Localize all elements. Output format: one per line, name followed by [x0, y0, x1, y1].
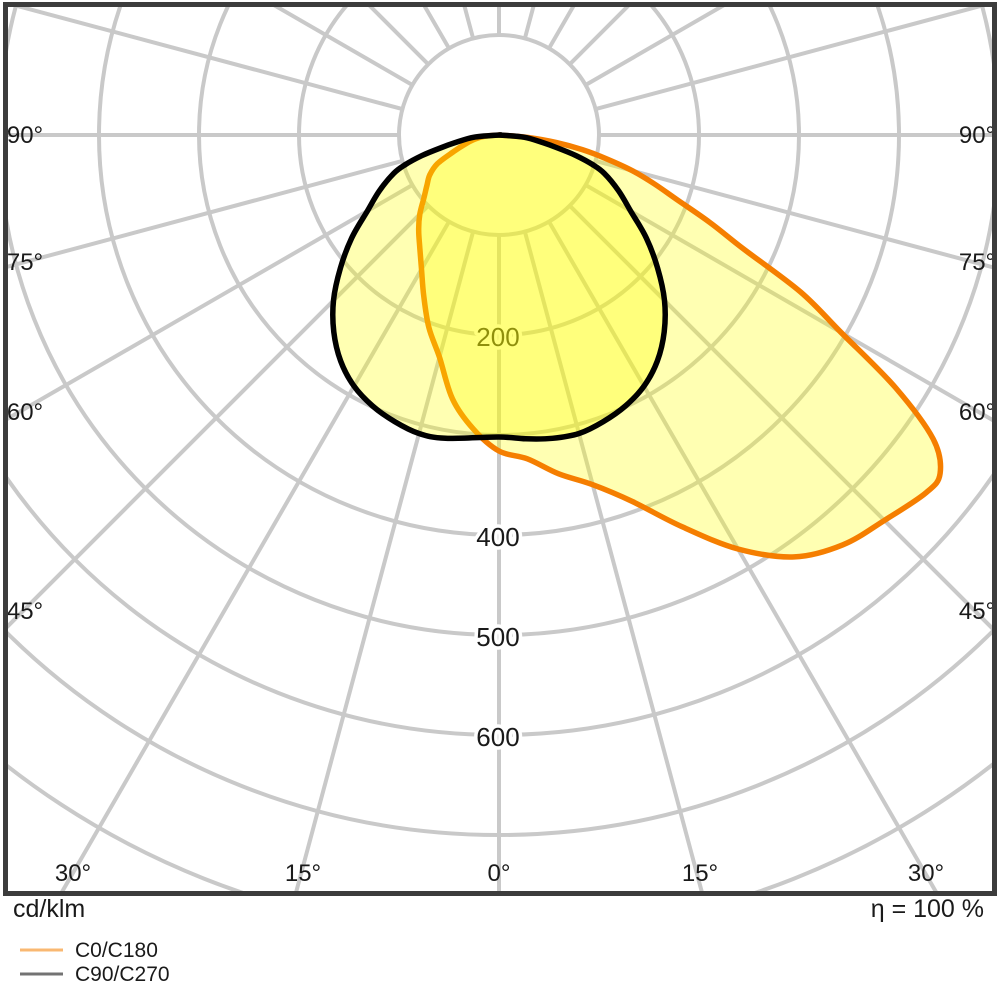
grid-ray-255deg	[13, 7, 403, 112]
unit-label: cd/klm	[13, 895, 85, 923]
angle-label-bottom-4-30deg: 30°	[908, 860, 944, 887]
grid-ray-105deg	[595, 7, 985, 112]
legend-label-c0-c180: C0/C180	[75, 939, 158, 962]
angle-label-right-75deg: 75°	[959, 249, 995, 276]
ring-label-500: 500	[476, 622, 519, 652]
grid-ray-45deg	[568, 204, 992, 631]
angle-label-left-75deg: 75°	[7, 249, 43, 276]
grid-ray-300deg	[8, 183, 414, 421]
angle-label-left-60deg: 60°	[7, 399, 43, 426]
angle-label-right-45deg: 45°	[959, 598, 995, 625]
angle-label-right-60deg: 60°	[959, 399, 995, 426]
ring-label-200: 200	[476, 322, 519, 352]
grid-ray-345deg	[294, 231, 476, 891]
grid-ray-15deg	[522, 231, 704, 891]
distribution-curves	[330, 132, 944, 560]
curve-c90-c270	[330, 132, 668, 442]
angle-label-bottom-0-30deg: 30°	[55, 860, 91, 887]
angle-label-left-45deg: 45°	[7, 598, 43, 625]
efficiency-label: η = 100 %	[871, 895, 984, 923]
angle-label-bottom-3-15deg: 15°	[682, 860, 718, 887]
angle-labels: 90° 90° 75° 75° 60° 60° 45° 45° 30° 15° 0° 15° 30°	[7, 122, 995, 887]
angle-label-bottom-1-15deg: 15°	[285, 860, 321, 887]
grid-ray-210deg	[422, 7, 451, 50]
plot-border	[3, 2, 997, 896]
grid-ray-75deg	[595, 158, 992, 270]
grid-ray-285deg	[8, 158, 403, 269]
grid-ray-150deg	[547, 7, 576, 50]
legend-label-c90-c270: C90/C270	[75, 963, 170, 986]
ring-label-400: 400	[476, 522, 519, 552]
angle-label-left-90deg: 90°	[7, 122, 43, 149]
grid-ray-30deg	[547, 220, 938, 891]
grid-ray-225deg	[368, 7, 430, 66]
ring-label-600: 600	[476, 722, 519, 752]
angle-label-bottom-2-0deg: 0°	[488, 860, 511, 887]
legend: C0/C180 C90/C270	[20, 939, 170, 986]
grid-ray-60deg	[584, 183, 992, 422]
angle-label-right-90deg: 90°	[959, 122, 995, 149]
curve-c0-c180	[415, 132, 944, 560]
grid-ray-315deg	[8, 204, 430, 629]
ring-value-labels: 200 400 500 600	[473, 319, 523, 756]
grid-ray-330deg	[60, 220, 451, 891]
